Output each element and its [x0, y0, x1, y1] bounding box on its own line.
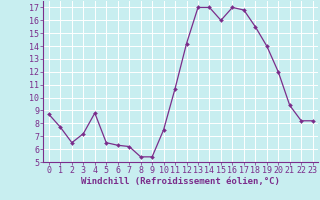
X-axis label: Windchill (Refroidissement éolien,°C): Windchill (Refroidissement éolien,°C)	[81, 177, 280, 186]
